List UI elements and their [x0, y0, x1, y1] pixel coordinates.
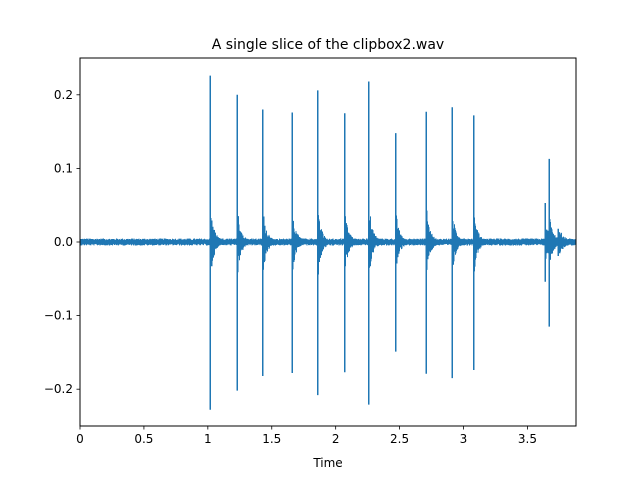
y-tick-label: 0.1 [54, 161, 73, 175]
y-tick-label: 0.0 [54, 235, 73, 249]
x-tick-label: 2 [332, 432, 340, 446]
x-tick-label: 0.5 [134, 432, 153, 446]
x-tick-label: 1.5 [262, 432, 281, 446]
x-axis: 0 0.5 1 1.5 2 2.5 3 3.5 [76, 426, 537, 446]
y-axis: −0.2 −0.1 0.0 0.1 0.2 [44, 88, 80, 396]
x-tick-label: 0 [76, 432, 84, 446]
plot-area [80, 75, 576, 410]
x-tick-label: 3.5 [518, 432, 537, 446]
x-axis-label: Time [312, 456, 342, 470]
y-tick-label: −0.2 [44, 382, 73, 396]
x-tick-label: 1 [204, 432, 212, 446]
x-tick-label: 2.5 [390, 432, 409, 446]
y-tick-label: 0.2 [54, 88, 73, 102]
y-tick-label: −0.1 [44, 309, 73, 323]
waveform-line [80, 75, 576, 410]
chart-title: A single slice of the clipbox2.wav [212, 37, 444, 53]
x-tick-label: 3 [460, 432, 468, 446]
